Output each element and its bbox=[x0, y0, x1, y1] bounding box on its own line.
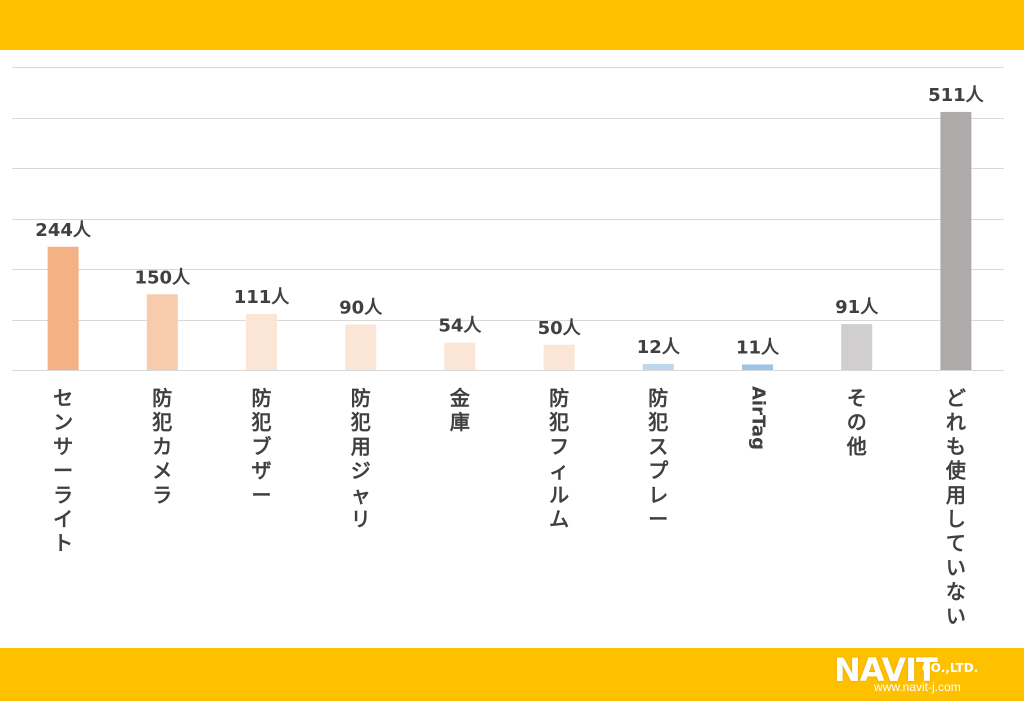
bar-1 bbox=[146, 294, 178, 370]
svg-text:用: 用 bbox=[351, 434, 371, 458]
svg-text:ラ: ラ bbox=[53, 483, 73, 507]
bar-0 bbox=[47, 246, 79, 370]
svg-text:イ: イ bbox=[53, 507, 73, 531]
top-banner bbox=[0, 0, 1024, 50]
svg-text:い: い bbox=[946, 604, 966, 628]
svg-text:金: 金 bbox=[449, 386, 471, 410]
svg-text:防: 防 bbox=[152, 386, 172, 410]
svg-text:防: 防 bbox=[351, 386, 371, 410]
category-label-1: 防犯カメラ防犯カメラ bbox=[151, 386, 172, 507]
svg-text:ー: ー bbox=[648, 507, 668, 531]
bar-layer bbox=[47, 111, 972, 370]
svg-text:ラ: ラ bbox=[152, 483, 172, 507]
value-label-4: 54人 bbox=[438, 316, 482, 337]
svg-text:庫: 庫 bbox=[450, 410, 470, 434]
svg-text:犯: 犯 bbox=[647, 410, 668, 434]
svg-text:も: も bbox=[946, 434, 966, 458]
category-label-8: その他その他 bbox=[846, 386, 867, 458]
value-label-layer: 244人 150人 111人 90人 54人 50人 12人 11人 91人 511人 bbox=[35, 85, 984, 359]
svg-text:ン: ン bbox=[53, 410, 73, 434]
logo-name: NAVIT bbox=[834, 651, 938, 689]
category-label-2: 防犯ブザー防犯ブザー bbox=[251, 386, 272, 507]
value-label-0: 244人 bbox=[35, 220, 92, 241]
svg-text:防: 防 bbox=[252, 386, 272, 410]
svg-text:メ: メ bbox=[152, 459, 172, 483]
bar-9 bbox=[940, 111, 972, 370]
bar-2 bbox=[246, 313, 277, 370]
navit-logo: NAVIT CO.,LTD. www.navit-j.com bbox=[834, 652, 1014, 698]
logo-suffix: CO.,LTD. bbox=[922, 661, 979, 675]
svg-text:犯: 犯 bbox=[251, 410, 272, 434]
svg-text:犯: 犯 bbox=[350, 410, 371, 434]
svg-text:使: 使 bbox=[945, 459, 967, 483]
category-label-5: 防犯フィルム防犯フィルム bbox=[548, 386, 569, 531]
value-label-6: 12人 bbox=[637, 337, 681, 358]
svg-text:カ: カ bbox=[152, 434, 172, 458]
svg-text:セ: セ bbox=[53, 386, 73, 410]
svg-text:防: 防 bbox=[648, 386, 668, 410]
svg-text:し: し bbox=[946, 507, 966, 531]
svg-text:ャ: ャ bbox=[351, 483, 371, 507]
svg-text:ム: ム bbox=[549, 507, 569, 531]
svg-text:犯: 犯 bbox=[151, 410, 172, 434]
value-label-8: 91人 bbox=[835, 297, 879, 318]
svg-text:他: 他 bbox=[846, 434, 867, 458]
svg-text:ブ: ブ bbox=[252, 434, 272, 458]
svg-text:ス: ス bbox=[648, 434, 668, 458]
category-label-layer: センサーライトセンサーライト防犯カメラ防犯カメラ防犯ブザー防犯ブザー防犯用ジャリ… bbox=[53, 386, 967, 628]
svg-text:フ: フ bbox=[549, 434, 569, 458]
svg-text:リ: リ bbox=[351, 507, 371, 531]
svg-text:ジ: ジ bbox=[351, 459, 371, 483]
svg-text:プ: プ bbox=[648, 459, 669, 483]
svg-text:ー: ー bbox=[252, 483, 272, 507]
svg-text:ど: ど bbox=[946, 386, 966, 410]
category-label-0: センサーライトセンサーライト bbox=[53, 386, 73, 555]
bar-5 bbox=[543, 344, 575, 370]
value-label-3: 90人 bbox=[339, 298, 383, 319]
svg-text:の: の bbox=[847, 410, 867, 434]
value-label-5: 50人 bbox=[538, 318, 582, 339]
svg-text:AirTag: AirTag bbox=[748, 386, 769, 450]
svg-text:ィ: ィ bbox=[549, 459, 569, 483]
svg-text:て: て bbox=[946, 531, 966, 555]
logo-url: www.navit-j.com bbox=[874, 680, 961, 694]
svg-text:ー: ー bbox=[53, 459, 73, 483]
bar-6 bbox=[642, 363, 674, 370]
svg-text:ザ: ザ bbox=[252, 459, 272, 483]
svg-text:レ: レ bbox=[648, 483, 668, 507]
svg-text:そ: そ bbox=[847, 386, 867, 410]
value-label-7: 11人 bbox=[736, 337, 780, 358]
svg-text:用: 用 bbox=[946, 483, 966, 507]
svg-text:ト: ト bbox=[53, 531, 73, 555]
bar-7 bbox=[742, 364, 773, 370]
category-label-9: どれも使用していないどれも使用していない bbox=[945, 386, 967, 628]
svg-text:犯: 犯 bbox=[548, 410, 569, 434]
value-label-1: 150人 bbox=[135, 267, 192, 288]
bottom-banner bbox=[0, 648, 1024, 701]
value-label-9: 511人 bbox=[928, 85, 985, 106]
bar-8 bbox=[841, 324, 873, 370]
svg-text:な: な bbox=[946, 580, 966, 604]
svg-text:い: い bbox=[946, 555, 966, 579]
svg-text:サ: サ bbox=[53, 434, 73, 458]
category-label-3: 防犯用ジャリ防犯用ジャリ bbox=[350, 386, 371, 531]
svg-text:れ: れ bbox=[946, 410, 966, 434]
category-label-4: 金庫金庫 bbox=[449, 386, 471, 434]
svg-text:ル: ル bbox=[549, 483, 569, 507]
value-label-2: 111人 bbox=[234, 287, 291, 308]
category-label-6: 防犯スプレー防犯スプレー bbox=[647, 386, 669, 531]
category-label-7: AirTag bbox=[748, 386, 769, 450]
bar-4 bbox=[444, 342, 476, 370]
svg-text:防: 防 bbox=[549, 386, 569, 410]
bar-3 bbox=[345, 324, 377, 370]
